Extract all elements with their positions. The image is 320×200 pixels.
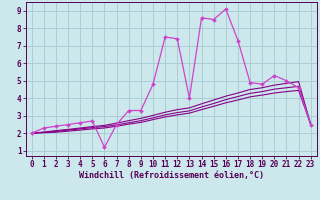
X-axis label: Windchill (Refroidissement éolien,°C): Windchill (Refroidissement éolien,°C) xyxy=(79,171,264,180)
